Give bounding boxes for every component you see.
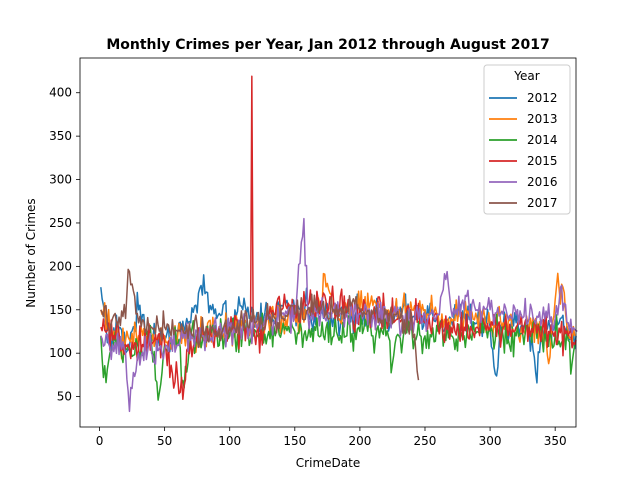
- y-tick-label-400: 400: [49, 86, 72, 100]
- legend-label-2012: 2012: [527, 91, 558, 105]
- x-tick-label-150: 150: [283, 434, 306, 448]
- x-tick-label-200: 200: [348, 434, 371, 448]
- x-axis-label: CrimeDate: [296, 456, 360, 470]
- x-tick-label-0: 0: [96, 434, 104, 448]
- y-tick-label-250: 250: [49, 216, 72, 230]
- series-line-2017: [100, 268, 420, 381]
- legend: Year 2012 2013 2014 2015 2016 2017: [483, 64, 571, 215]
- y-tick-label-100: 100: [49, 346, 72, 360]
- legend-label-2013: 2013: [527, 112, 558, 126]
- plot-area: [100, 75, 578, 413]
- legend-title: Year: [513, 69, 539, 83]
- y-tick-label-200: 200: [49, 259, 72, 273]
- legend-label-2014: 2014: [527, 133, 558, 147]
- legend-label-2016: 2016: [527, 175, 558, 189]
- legend-label-2015: 2015: [527, 154, 558, 168]
- x-tick-label-300: 300: [479, 434, 502, 448]
- series-line-2012: [100, 274, 577, 384]
- y-axis-label: Number of Crimes: [24, 198, 38, 307]
- axes: 0 50 100 150 200 250 300 350 50 100 150 200 250 300 35…: [49, 57, 577, 448]
- chart-title: Monthly Crimes per Year, Jan 2012 throug…: [106, 37, 549, 53]
- y-tick-label-350: 350: [49, 129, 72, 143]
- y-tick-label-150: 150: [49, 303, 72, 317]
- x-tick-label-100: 100: [218, 434, 241, 448]
- legend-label-2017: 2017: [527, 196, 558, 210]
- legend-box: [483, 64, 571, 215]
- x-tick-label-350: 350: [544, 434, 567, 448]
- x-tick-label-250: 250: [414, 434, 437, 448]
- y-tick-label-50: 50: [57, 390, 72, 404]
- axes-frame: [79, 57, 577, 428]
- y-tick-label-300: 300: [49, 173, 72, 187]
- x-tick-label-50: 50: [157, 434, 172, 448]
